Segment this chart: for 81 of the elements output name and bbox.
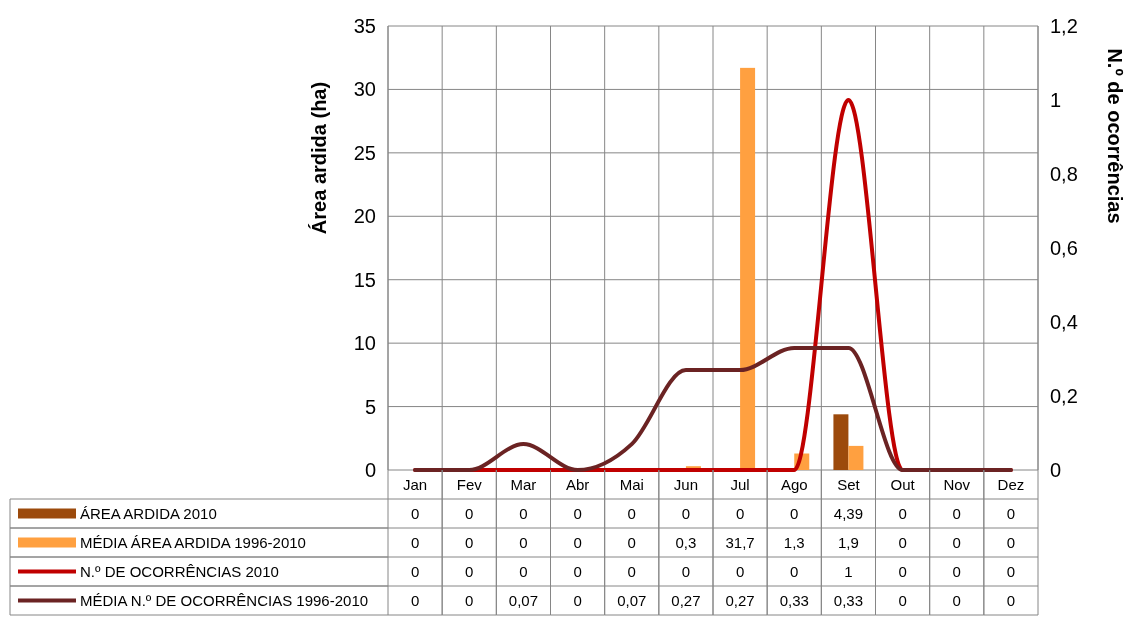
data-label: 0,07 bbox=[508, 591, 539, 609]
x-tick-label: Mai bbox=[619, 475, 644, 493]
x-tick-label: Ago bbox=[780, 475, 808, 493]
x-tick-label: Fev bbox=[456, 475, 483, 493]
data-label: 0 bbox=[465, 591, 474, 609]
data-label: 1,3 bbox=[783, 533, 805, 551]
data-label: 0 bbox=[465, 504, 474, 522]
data-label: 0 bbox=[952, 533, 961, 551]
y-axis-title: Área ardida (ha) bbox=[308, 81, 330, 235]
y-tick-label: 35 bbox=[353, 15, 376, 37]
data-label: 0 bbox=[410, 533, 420, 551]
x-tick-label: Jul bbox=[730, 475, 750, 493]
data-label: 0 bbox=[1006, 591, 1016, 609]
data-label: 0 bbox=[898, 533, 907, 551]
data-label: 0 bbox=[735, 504, 745, 522]
y2-tick-label: 0,4 bbox=[1050, 311, 1078, 333]
data-label: 0 bbox=[1006, 533, 1016, 551]
x-tick-label: Dez bbox=[997, 475, 1025, 493]
legend-label: MÉDIA ÁREA ARDIDA 1996-2010 bbox=[80, 533, 306, 551]
data-label: 0 bbox=[519, 562, 528, 580]
y-tick-label: 30 bbox=[353, 78, 376, 101]
y2-tick-label: 0 bbox=[1050, 459, 1062, 481]
x-tick-label: Abr bbox=[565, 475, 590, 493]
x-tick-label: Jan bbox=[402, 475, 428, 493]
data-label: 0 bbox=[573, 533, 582, 551]
data-label: 4,39 bbox=[833, 504, 864, 522]
x-tick-label: Mar bbox=[510, 475, 537, 493]
y2-tick-label: 0,8 bbox=[1050, 163, 1078, 185]
data-label: 0 bbox=[681, 562, 691, 580]
y2-tick-label: 1 bbox=[1050, 89, 1062, 111]
data-label: 0 bbox=[465, 533, 474, 551]
y-tick-label: 10 bbox=[353, 332, 376, 355]
legend-label: MÉDIA N.º DE OCORRÊNCIAS 1996-2010 bbox=[80, 591, 369, 609]
data-label: 0 bbox=[735, 562, 745, 580]
data-label: 0 bbox=[465, 562, 474, 580]
data-label: 0 bbox=[898, 504, 907, 522]
data-label: 0 bbox=[573, 504, 582, 522]
data-label: 0 bbox=[790, 504, 799, 522]
data-label: 0 bbox=[410, 504, 420, 522]
x-tick-label: Jun bbox=[673, 475, 699, 493]
data-label: 0 bbox=[898, 562, 907, 580]
y2-tick-label: 0,6 bbox=[1050, 237, 1078, 259]
y-tick-label: 15 bbox=[353, 268, 376, 291]
data-label: 0 bbox=[627, 504, 636, 522]
x-tick-label: Out bbox=[890, 475, 916, 493]
y2-tick-label: 1,2 bbox=[1050, 15, 1078, 37]
data-label: 0 bbox=[519, 504, 528, 522]
data-label: 0 bbox=[952, 591, 961, 609]
data-label: 0 bbox=[1006, 562, 1016, 580]
x-tick-label: Nov bbox=[943, 475, 971, 493]
data-label: 0 bbox=[898, 591, 907, 609]
data-label: 0 bbox=[410, 591, 420, 609]
data-label: 0,33 bbox=[779, 591, 809, 609]
data-label: 31,7 bbox=[725, 533, 755, 551]
data-label: 0 bbox=[410, 562, 420, 580]
data-label: 1,9 bbox=[837, 533, 859, 551]
data-label: 0 bbox=[627, 533, 636, 551]
data-label: 0 bbox=[952, 562, 961, 580]
y-tick-label: 20 bbox=[353, 205, 376, 228]
y-tick-label: 25 bbox=[353, 141, 376, 164]
data-label: 0 bbox=[1006, 504, 1016, 522]
data-label: 0,27 bbox=[671, 591, 701, 609]
legend-label: ÁREA ARDIDA 2010 bbox=[80, 504, 217, 522]
data-label: 0,07 bbox=[617, 591, 647, 609]
data-label: 1 bbox=[844, 562, 853, 580]
y-tick-label: 5 bbox=[364, 395, 376, 418]
data-label: 0 bbox=[573, 562, 582, 580]
y2-tick-label: 0,2 bbox=[1050, 385, 1078, 407]
x-tick-label: Set bbox=[837, 475, 861, 493]
legend-label: N.º DE OCORRÊNCIAS 2010 bbox=[80, 562, 279, 580]
data-label: 0,27 bbox=[725, 591, 755, 609]
y2-axis-title: N.º de ocorrências bbox=[1104, 48, 1126, 224]
data-label: 0 bbox=[790, 562, 799, 580]
data-label: 0 bbox=[519, 533, 528, 551]
data-label: 0 bbox=[681, 504, 691, 522]
data-label: 0,3 bbox=[675, 533, 697, 551]
data-label: 0,33 bbox=[833, 591, 864, 609]
data-label: 0 bbox=[573, 591, 582, 609]
y-tick-label: 0 bbox=[364, 459, 376, 481]
data-label: 0 bbox=[627, 562, 636, 580]
data-label: 0 bbox=[952, 504, 961, 522]
